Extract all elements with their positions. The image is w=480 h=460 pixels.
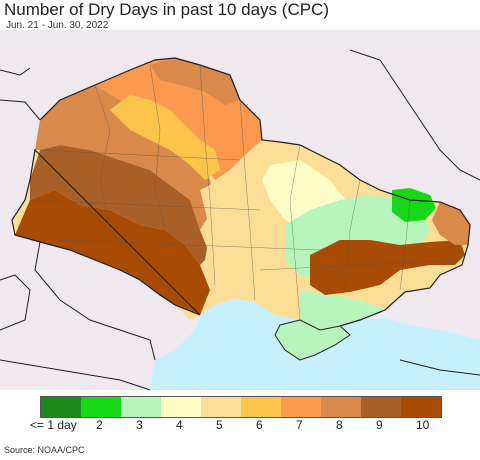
- zone-10-west: [15, 190, 210, 315]
- crimea-border: [274, 319, 351, 361]
- legend-label: 2: [96, 418, 103, 432]
- zone-8-west: [35, 85, 215, 230]
- zone-8-east: [432, 202, 470, 245]
- crimea: [275, 320, 350, 360]
- legend-swatch: [201, 397, 241, 417]
- legend-swatch: [361, 397, 401, 417]
- legend-swatch: [401, 397, 441, 417]
- legend-label: 5: [216, 418, 223, 432]
- legend-labels: <= 1 day 2 3 4 5 6 7 8 9 10: [30, 418, 450, 434]
- color-legend: [40, 396, 442, 418]
- oblast-borders: [29, 64, 461, 321]
- zone-6-north: [110, 95, 220, 180]
- legend-label: <= 1 day: [30, 418, 77, 432]
- legend-swatch: [81, 397, 121, 417]
- source-label: Source: NOAA/CPC: [4, 445, 85, 455]
- legend-label: 8: [336, 418, 343, 432]
- legend-swatch: [161, 397, 201, 417]
- ukraine-border: [11, 57, 471, 327]
- country-borders: [0, 49, 480, 390]
- legend-label: 3: [136, 418, 143, 432]
- zone-9-west: [30, 145, 210, 265]
- legend-swatch: [121, 397, 161, 417]
- zone-2-northeast: [392, 188, 436, 222]
- zone-10-east: [310, 240, 465, 295]
- legend-swatch: [241, 397, 281, 417]
- map-title: Number of Dry Days in past 10 days (CPC): [4, 0, 329, 19]
- map-subtitle: Jun. 21 - Jun. 30, 2022: [6, 20, 109, 31]
- legend-label: 10: [416, 418, 430, 432]
- legend-label: 9: [376, 418, 383, 432]
- legend-swatch: [41, 397, 81, 417]
- zone-8-north: [150, 58, 240, 105]
- legend-label: 4: [176, 418, 183, 432]
- zone-3-south: [300, 290, 385, 330]
- legend-swatch: [281, 397, 321, 417]
- dry-days-map: [0, 30, 480, 390]
- legend-label: 6: [256, 418, 263, 432]
- legend-swatch: [321, 397, 361, 417]
- legend-label: 7: [296, 418, 303, 432]
